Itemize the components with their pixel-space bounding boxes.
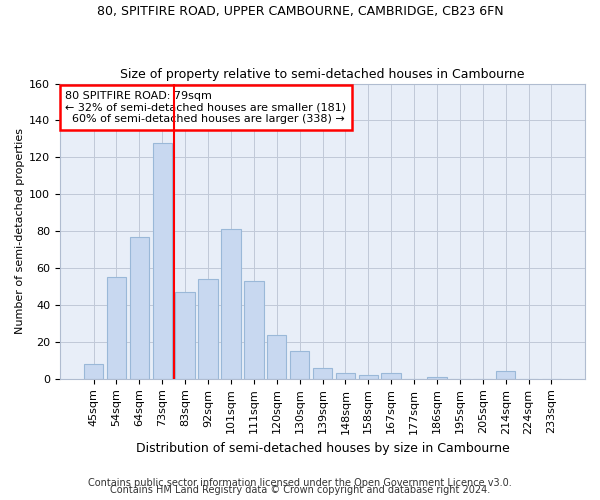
Bar [84,364,103,379]
Bar [199,279,218,379]
X-axis label: Distribution of semi-detached houses by size in Cambourne: Distribution of semi-detached houses by … [136,442,509,455]
Bar [175,292,195,379]
Bar [290,351,310,379]
Bar [244,281,263,379]
Bar [313,368,332,379]
Bar [335,374,355,379]
Text: 80 SPITFIRE ROAD: 79sqm
← 32% of semi-detached houses are smaller (181)
  60% of: 80 SPITFIRE ROAD: 79sqm ← 32% of semi-de… [65,91,346,124]
Bar [221,230,241,379]
Bar [107,278,126,379]
Text: 80, SPITFIRE ROAD, UPPER CAMBOURNE, CAMBRIDGE, CB23 6FN: 80, SPITFIRE ROAD, UPPER CAMBOURNE, CAMB… [97,5,503,18]
Bar [382,374,401,379]
Bar [152,142,172,379]
Text: Contains HM Land Registry data © Crown copyright and database right 2024.: Contains HM Land Registry data © Crown c… [110,485,490,495]
Text: Contains public sector information licensed under the Open Government Licence v3: Contains public sector information licen… [88,478,512,488]
Bar [130,236,149,379]
Bar [427,377,446,379]
Bar [267,334,286,379]
Bar [496,372,515,379]
Title: Size of property relative to semi-detached houses in Cambourne: Size of property relative to semi-detach… [120,68,525,81]
Y-axis label: Number of semi-detached properties: Number of semi-detached properties [15,128,25,334]
Bar [359,375,378,379]
